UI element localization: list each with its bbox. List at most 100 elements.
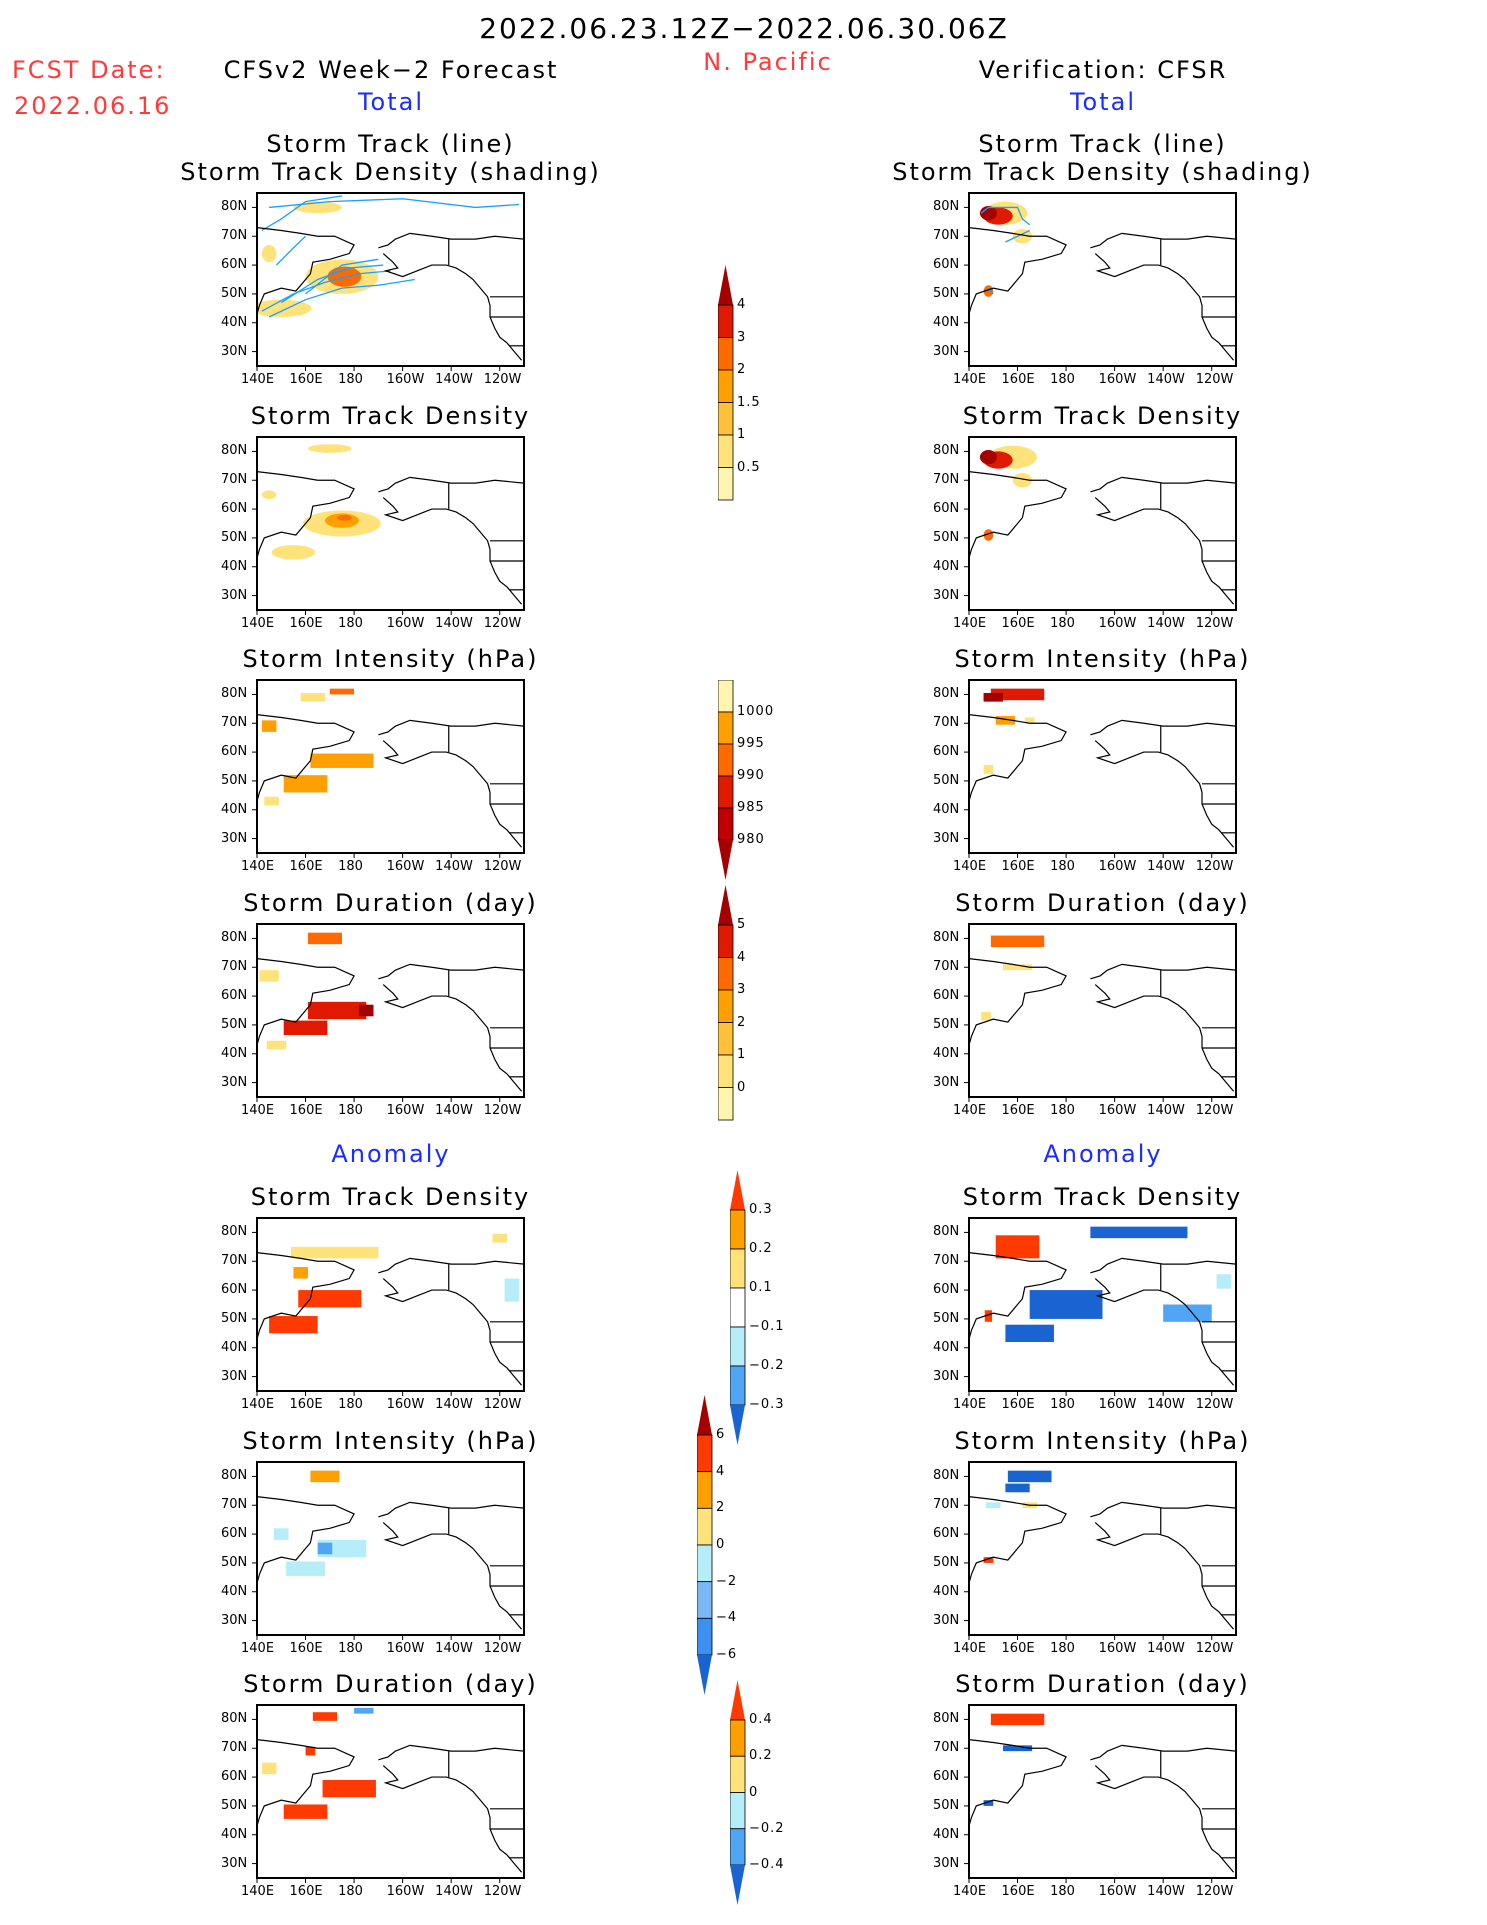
lat-tick-label: 50N <box>221 529 248 545</box>
density-shading <box>1012 229 1033 244</box>
lat-tick-label: 30N <box>933 1368 960 1384</box>
shading-cell <box>354 1707 374 1714</box>
colorbar-segment <box>717 957 734 991</box>
lat-tick-label: 70N <box>221 959 248 975</box>
shading-cell <box>1163 1304 1212 1322</box>
colorbar-svg <box>696 1395 713 1695</box>
lat-tick-label: 70N <box>221 228 248 244</box>
colorbar-segment <box>696 1507 713 1546</box>
map-svg <box>964 436 1237 615</box>
left-panel-3-title: Storm Duration (day) <box>243 889 538 917</box>
left-panel-6-title: Storm Duration (day) <box>243 1670 538 1698</box>
coastline <box>257 958 355 1046</box>
colorbar-label: 4 <box>737 949 747 965</box>
lon-tick-label: 140W <box>1147 859 1185 874</box>
map-svg <box>252 1461 525 1640</box>
lon-tick-label: 120W <box>1195 616 1234 631</box>
lat-tick-label: 70N <box>221 472 248 488</box>
lat-tick-label: 60N <box>933 1282 960 1298</box>
right-map-panel-4: 80N 70N 60N 50N 40N 30N 140E 160E 180 160W 140W 120… <box>933 1217 1237 1412</box>
map-frame <box>968 192 1237 367</box>
right-panel-1-title: Storm Track Density <box>962 402 1243 430</box>
lon-tick-label: 120W <box>1195 859 1234 874</box>
lon-tick-label: 120W <box>483 859 522 874</box>
shading-cell <box>995 1235 1040 1259</box>
colorbar-bottom-triangle <box>730 1405 745 1445</box>
lon-tick-label: 140E <box>241 1641 275 1656</box>
coastline <box>257 1739 355 1827</box>
colorbar-segment <box>717 304 734 338</box>
colorbar-intensity: 1000 995 990 985 980 <box>717 679 798 880</box>
colorbar-segment <box>717 1022 734 1056</box>
lat-tick-label: 80N <box>933 1711 960 1727</box>
density-shading <box>979 205 997 221</box>
lat-tick-label: 60N <box>221 257 248 273</box>
map-frame <box>256 1217 525 1392</box>
map-svg <box>252 192 525 371</box>
lat-tick-label: 70N <box>933 1253 960 1269</box>
density-shading <box>261 490 277 499</box>
lon-tick-label: 140E <box>241 859 275 874</box>
map-frame <box>968 1461 1237 1636</box>
right-panel-2-title: Storm Intensity (hPa) <box>954 645 1251 673</box>
shading-cell <box>293 1267 308 1279</box>
coastline <box>969 1496 1067 1584</box>
coastline <box>257 1252 355 1340</box>
shading-cell <box>1029 1290 1103 1319</box>
map-frame <box>256 1704 525 1879</box>
shading-cell <box>261 1762 277 1775</box>
left-panel-1-title: Storm Track Density <box>250 402 531 430</box>
lon-tick-label: 140E <box>953 1884 987 1899</box>
colorbar-label: 0.1 <box>749 1280 773 1295</box>
lon-tick-label: 120W <box>483 372 522 387</box>
lon-tick-label: 140E <box>953 859 987 874</box>
lat-tick-label: 80N <box>221 686 248 702</box>
colorbar-label: 985 <box>737 800 765 815</box>
lat-tick-label: 60N <box>933 1769 960 1785</box>
shading-cell <box>317 1542 333 1555</box>
lon-tick-label: 160E <box>1001 372 1035 387</box>
storm-track-line <box>280 264 384 304</box>
shading-cell <box>322 1779 376 1798</box>
left-map-panel-0: 80N 70N 60N 50N 40N 30N 140E 160E 180 160W 140W 120… <box>221 192 525 387</box>
lon-tick-label: 160W <box>1098 1641 1137 1656</box>
colorbar-density-anomaly: 0.3 0.2 0.1 −0.1 −0.2 −0.3 <box>729 1170 810 1445</box>
map-svg <box>964 1217 1237 1396</box>
lon-tick-label: 140W <box>435 1641 473 1656</box>
lat-tick-label: 60N <box>933 1526 960 1542</box>
map-svg <box>964 923 1237 1102</box>
lat-tick-label: 80N <box>933 1468 960 1484</box>
right-panel-4-title: Storm Track Density <box>962 1183 1243 1211</box>
lon-tick-label: 160E <box>289 616 323 631</box>
lon-tick-label: 180 <box>1050 1884 1075 1899</box>
colorbar-label: −6 <box>716 1647 738 1662</box>
lon-tick-label: 160E <box>289 1103 323 1118</box>
lat-tick-label: 50N <box>933 1797 960 1813</box>
left-total-label: Total <box>357 88 425 116</box>
lon-tick-label: 180 <box>338 1103 363 1118</box>
colorbar-label: 0.5 <box>737 459 761 475</box>
coastline <box>1094 740 1235 848</box>
shading-cell <box>358 1004 374 1017</box>
lat-tick-label: 40N <box>933 1045 960 1061</box>
lat-tick-label: 80N <box>221 1711 248 1727</box>
colorbar-label: 1 <box>737 427 747 442</box>
lat-tick-label: 40N <box>221 1045 248 1061</box>
lon-tick-label: 140E <box>241 1884 275 1899</box>
lon-tick-label: 140W <box>435 1884 473 1899</box>
lon-tick-label: 120W <box>483 1884 522 1899</box>
colorbar-top-triangle <box>718 885 733 925</box>
colorbar-segment <box>717 924 734 958</box>
shading-cell <box>983 692 1003 702</box>
shading-cell <box>1090 1226 1188 1239</box>
colorbar-segment <box>717 434 734 468</box>
colorbar-label: 2 <box>737 362 747 377</box>
colorbar-label: 980 <box>737 832 765 847</box>
colorbar-svg <box>717 679 734 880</box>
lat-tick-label: 50N <box>933 285 960 301</box>
lon-tick-label: 120W <box>1195 1641 1234 1656</box>
lat-tick-label: 80N <box>933 199 960 215</box>
lon-tick-label: 160W <box>1098 1884 1137 1899</box>
lon-tick-label: 140W <box>435 1397 473 1412</box>
lon-tick-label: 140W <box>435 616 473 631</box>
